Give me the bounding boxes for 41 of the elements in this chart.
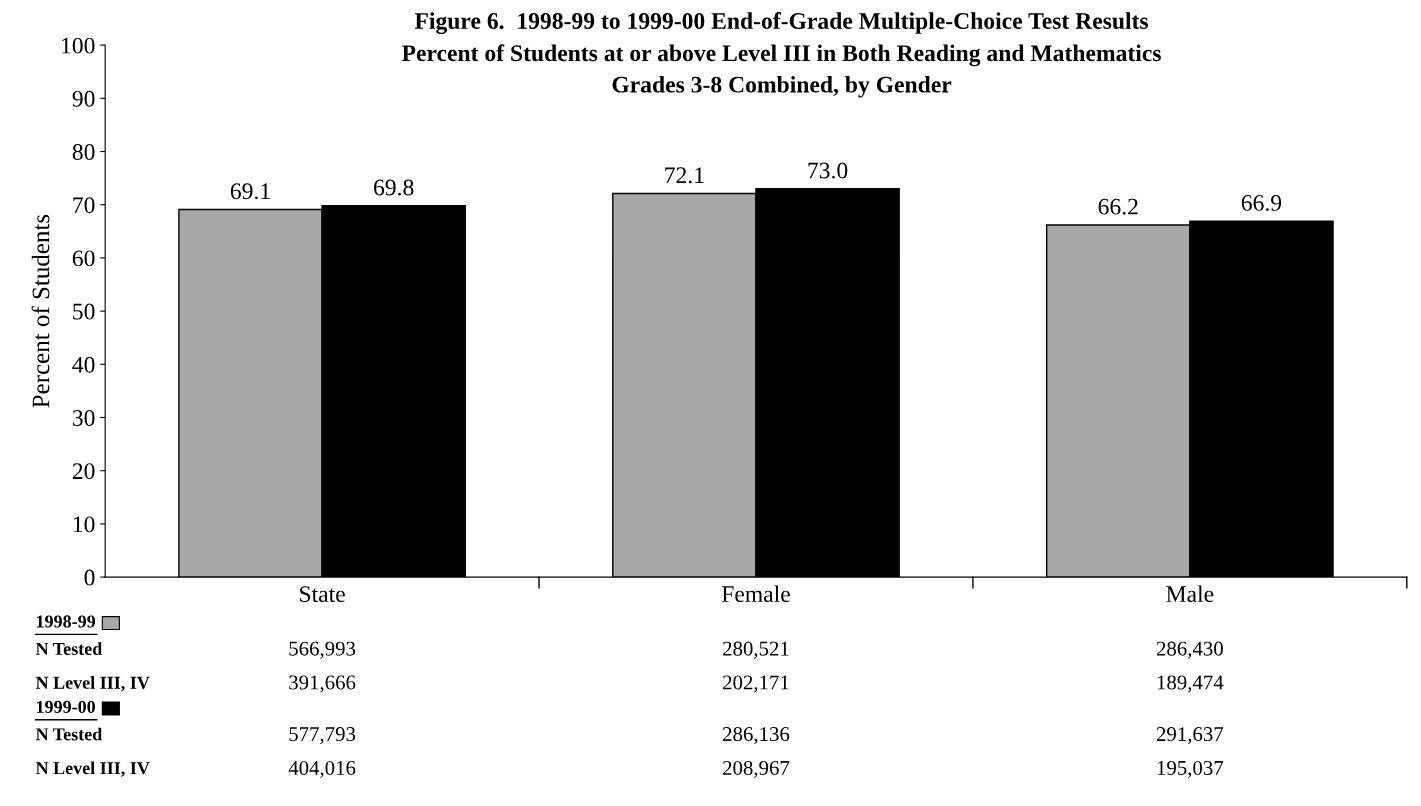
y-tick-label: 30	[72, 410, 95, 426]
x-tick-label: Female	[721, 585, 790, 603]
data-label: 66.2	[1098, 198, 1138, 215]
text: N Level III, IV	[35, 676, 150, 692]
y-tick-label: 90	[72, 90, 95, 107]
legend-label: 1998-99	[36, 615, 96, 628]
text: 189,474	[1157, 675, 1224, 693]
text: N Level III, IV	[35, 761, 150, 777]
y-axis-title: Percent of Students	[31, 214, 50, 408]
text: 404,016	[288, 760, 356, 778]
text: 566,993	[289, 641, 356, 659]
text: 577,793	[289, 727, 356, 745]
text: 286,430	[1156, 641, 1223, 659]
y-tick-label: 50	[73, 303, 95, 320]
y-tick-label: 20	[72, 463, 95, 480]
text: N Tested	[35, 727, 103, 741]
text: N Tested	[35, 642, 103, 655]
data-label: 69.8	[374, 179, 414, 196]
y-tick-label: 10	[73, 516, 95, 533]
data-label: 72.1	[665, 167, 704, 184]
y-tick-label: 60	[72, 250, 95, 267]
y-tick-label: 40	[72, 356, 95, 373]
y-tick-label: 0	[84, 569, 95, 586]
text: Percent of Students at or above Level III in Both Reading and Mathematics Grades 3-8 Combined, by Gender	[401, 44, 1161, 98]
data-label: 66.9	[1241, 195, 1282, 211]
text: 291,637	[1156, 727, 1224, 745]
y-tick-label: 80	[72, 144, 95, 160]
x-tick-label: Male	[1166, 585, 1214, 603]
y-tick-label: 100	[62, 37, 95, 54]
text: 286,136	[723, 727, 790, 745]
text: 195,037	[1157, 760, 1224, 778]
x-tick-label: State	[300, 586, 345, 603]
legend-label: 1999-00	[36, 700, 96, 713]
text: 208,967	[723, 760, 790, 778]
text: 280,521	[723, 641, 789, 659]
y-tick-label: 70	[73, 197, 95, 214]
text: 391,666	[289, 675, 356, 693]
data-label: 73.0	[808, 162, 848, 179]
text: 202,171	[723, 675, 789, 693]
data-label: 69.1	[230, 183, 270, 200]
chart-title: Figure 6. 1998-99 to 1999-00 End-of-Grade Multiple-Choice Test Results	[414, 12, 1149, 34]
